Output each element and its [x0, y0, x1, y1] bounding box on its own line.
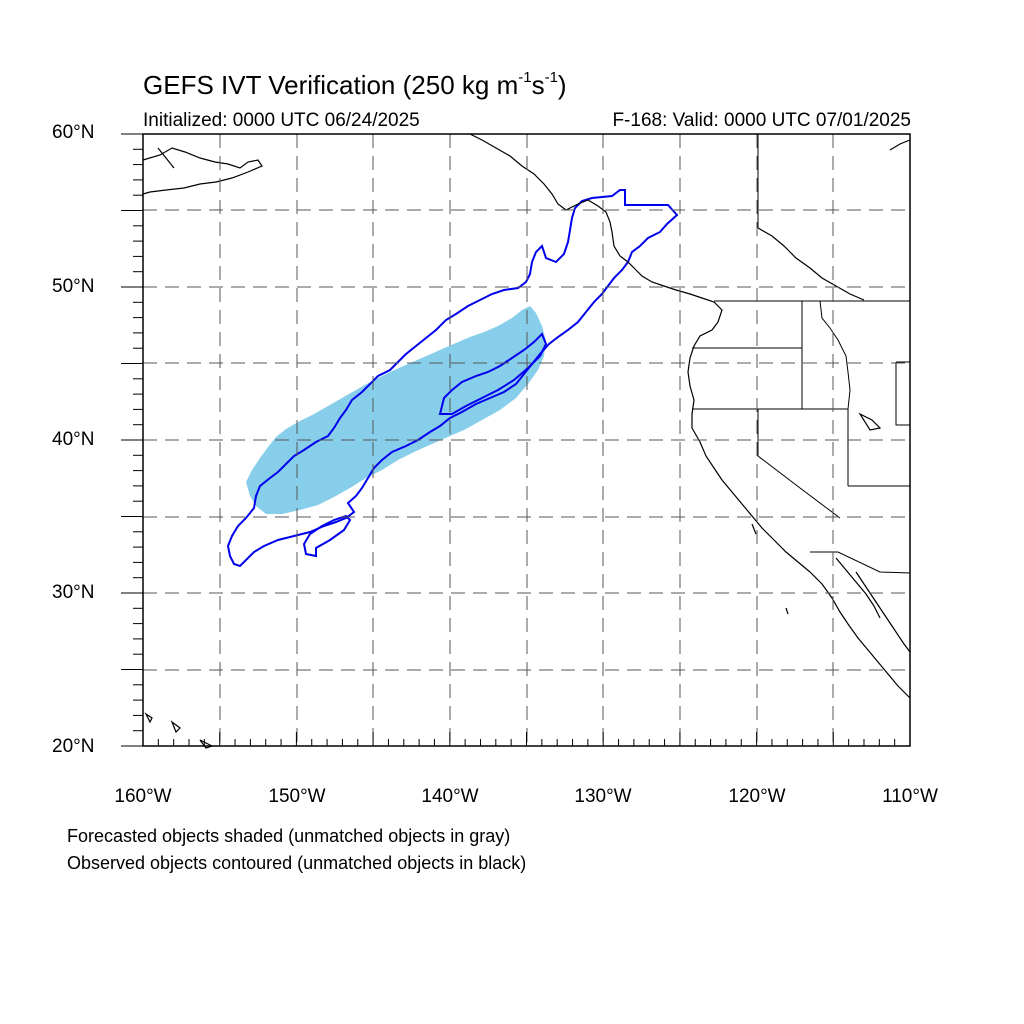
forecast-object-shaded: [246, 306, 546, 514]
observed-legend-note: Observed objects contoured (unmatched ob…: [67, 853, 527, 873]
political-boundaries: [692, 134, 911, 574]
axis-ticks: [121, 133, 911, 747]
lon-label-130w: 130°W: [574, 786, 632, 807]
valid-time-label: F-168: Valid: 0000 UTC 07/01/2025: [612, 110, 911, 131]
lat-label-40n: 40°N: [52, 429, 95, 450]
map-title: GEFS IVT Verification (250 kg m-1s-1): [143, 69, 567, 100]
lon-label-160w: 160°W: [114, 786, 172, 807]
lat-label-60n: 60°N: [52, 122, 95, 143]
graticule: [143, 134, 910, 746]
initialized-label: Initialized: 0000 UTC 06/24/2025: [143, 110, 420, 131]
observed-object-contour: [226, 189, 679, 568]
lat-label-50n: 50°N: [52, 276, 95, 297]
coastlines: [142, 133, 911, 749]
lon-label-120w: 120°W: [728, 786, 786, 807]
observed-inner-contour: [302, 514, 352, 558]
observed-inner-contour-2: [438, 332, 548, 415]
lon-label-150w: 150°W: [268, 786, 326, 807]
lon-label-110w: 110°W: [882, 786, 938, 807]
lon-label-140w: 140°W: [421, 786, 479, 807]
lat-label-20n: 20°N: [52, 736, 95, 757]
forecast-legend-note: Forecasted objects shaded (unmatched obj…: [67, 826, 511, 846]
lat-label-30n: 30°N: [52, 582, 95, 603]
